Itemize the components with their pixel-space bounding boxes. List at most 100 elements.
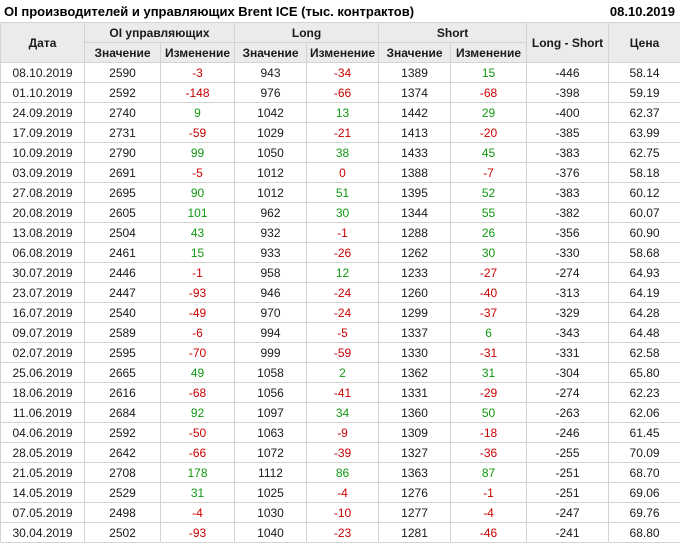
- cell-long-value: 1042: [234, 102, 308, 123]
- cell-short-value: 1442: [378, 102, 452, 123]
- cell-long-value: 962: [234, 202, 308, 223]
- cell-long-change: -5: [306, 322, 380, 343]
- col-group-long: Long: [234, 22, 380, 43]
- table-row: 14.05.2019 2529 31 1025 -4 1276 -1 -251 69.06: [0, 482, 680, 503]
- cell-oi-change: -148: [159, 82, 236, 103]
- table-row: 23.07.2019 2447 -93 946 -24 1260 -40 -313 64.19: [0, 282, 680, 303]
- cell-price: 64.28: [608, 302, 680, 323]
- cell-long-value: 1025: [234, 482, 308, 503]
- cell-long-change: -34: [306, 62, 380, 83]
- cell-date: 17.09.2019: [0, 122, 85, 143]
- cell-short-change: -36: [450, 442, 528, 463]
- table-row: 04.06.2019 2592 -50 1063 -9 1309 -18 -246 61.45: [0, 422, 680, 443]
- cell-oi-value: 2790: [84, 142, 161, 163]
- cell-short-value: 1262: [378, 242, 452, 263]
- table-row: 30.04.2019 2502 -93 1040 -23 1281 -46 -241 68.80: [0, 522, 680, 543]
- cell-long-short: -255: [526, 442, 610, 463]
- cell-date: 20.08.2019: [0, 202, 85, 223]
- cell-short-change: -37: [450, 302, 528, 323]
- cell-long-short: -304: [526, 362, 610, 383]
- cell-long-change: -23: [306, 522, 380, 543]
- cell-short-change: 29: [450, 102, 528, 123]
- cell-price: 63.99: [608, 122, 680, 143]
- table-row: 30.07.2019 2446 -1 958 12 1233 -27 -274 64.93: [0, 262, 680, 283]
- cell-price: 64.93: [608, 262, 680, 283]
- cell-long-short: -356: [526, 222, 610, 243]
- cell-long-value: 1072: [234, 442, 308, 463]
- col-header-long-short: Long - Short: [526, 22, 610, 63]
- cell-long-short: -247: [526, 502, 610, 523]
- cell-long-value: 1063: [234, 422, 308, 443]
- cell-oi-change: 101: [159, 202, 236, 223]
- cell-short-change: -7: [450, 162, 528, 183]
- cell-short-change: 50: [450, 402, 528, 423]
- cell-oi-change: 9: [159, 102, 236, 123]
- cell-date: 21.05.2019: [0, 462, 85, 483]
- cell-oi-value: 2695: [84, 182, 161, 203]
- cell-oi-value: 2590: [84, 62, 161, 83]
- cell-oi-value: 2595: [84, 342, 161, 363]
- report-date: 08.10.2019: [609, 4, 675, 19]
- cell-oi-value: 2740: [84, 102, 161, 123]
- cell-oi-value: 2731: [84, 122, 161, 143]
- table-row: 09.07.2019 2589 -6 994 -5 1337 6 -343 64.48: [0, 322, 680, 343]
- cell-oi-change: -68: [159, 382, 236, 403]
- cell-price: 60.90: [608, 222, 680, 243]
- cell-short-value: 1389: [378, 62, 452, 83]
- cell-long-value: 970: [234, 302, 308, 323]
- table-row: 07.05.2019 2498 -4 1030 -10 1277 -4 -247 69.76: [0, 502, 680, 523]
- page-title: OI производителей и управляющих Brent IC…: [4, 4, 415, 19]
- cell-long-change: 13: [306, 102, 380, 123]
- cell-long-change: 51: [306, 182, 380, 203]
- cell-short-value: 1433: [378, 142, 452, 163]
- col-subheader-long-value: Значение: [234, 42, 308, 63]
- cell-date: 25.06.2019: [0, 362, 85, 383]
- cell-date: 30.07.2019: [0, 262, 85, 283]
- cell-date: 11.06.2019: [0, 402, 85, 423]
- cell-oi-change: 49: [159, 362, 236, 383]
- cell-date: 23.07.2019: [0, 282, 85, 303]
- cell-short-value: 1331: [378, 382, 452, 403]
- table-row: 18.06.2019 2616 -68 1056 -41 1331 -29 -274 62.23: [0, 382, 680, 403]
- cell-oi-change: -6: [159, 322, 236, 343]
- cell-short-change: 52: [450, 182, 528, 203]
- cell-short-value: 1413: [378, 122, 452, 143]
- cell-date: 28.05.2019: [0, 442, 85, 463]
- cell-long-value: 1097: [234, 402, 308, 423]
- cell-price: 62.75: [608, 142, 680, 163]
- cell-long-short: -400: [526, 102, 610, 123]
- cell-short-value: 1344: [378, 202, 452, 223]
- cell-short-value: 1309: [378, 422, 452, 443]
- table-row: 06.08.2019 2461 15 933 -26 1262 30 -330 58.68: [0, 242, 680, 263]
- cell-long-value: 1040: [234, 522, 308, 543]
- cell-price: 69.76: [608, 502, 680, 523]
- cell-oi-change: -59: [159, 122, 236, 143]
- cell-date: 14.05.2019: [0, 482, 85, 503]
- cell-long-change: 86: [306, 462, 380, 483]
- cell-oi-change: -49: [159, 302, 236, 323]
- cell-long-value: 1058: [234, 362, 308, 383]
- cell-long-short: -251: [526, 462, 610, 483]
- cell-short-change: 55: [450, 202, 528, 223]
- cell-date: 09.07.2019: [0, 322, 85, 343]
- table-row: 03.09.2019 2691 -5 1012 0 1388 -7 -376 58.18: [0, 162, 680, 183]
- cell-date: 18.06.2019: [0, 382, 85, 403]
- cell-long-short: -274: [526, 262, 610, 283]
- table-row: 10.09.2019 2790 99 1050 38 1433 45 -383 62.75: [0, 142, 680, 163]
- cell-oi-change: -66: [159, 442, 236, 463]
- cell-long-change: -21: [306, 122, 380, 143]
- cell-short-change: 45: [450, 142, 528, 163]
- cell-long-change: 34: [306, 402, 380, 423]
- cell-price: 62.23: [608, 382, 680, 403]
- cell-date: 10.09.2019: [0, 142, 85, 163]
- cell-long-value: 976: [234, 82, 308, 103]
- cell-oi-value: 2540: [84, 302, 161, 323]
- col-header-date: Дата: [0, 22, 85, 63]
- cell-date: 07.05.2019: [0, 502, 85, 523]
- table-row: 16.07.2019 2540 -49 970 -24 1299 -37 -329 64.28: [0, 302, 680, 323]
- cell-short-change: 6: [450, 322, 528, 343]
- table-row: 01.10.2019 2592 -148 976 -66 1374 -68 -398 59.19: [0, 82, 680, 103]
- cell-oi-change: 43: [159, 222, 236, 243]
- cell-short-value: 1276: [378, 482, 452, 503]
- cell-price: 62.58: [608, 342, 680, 363]
